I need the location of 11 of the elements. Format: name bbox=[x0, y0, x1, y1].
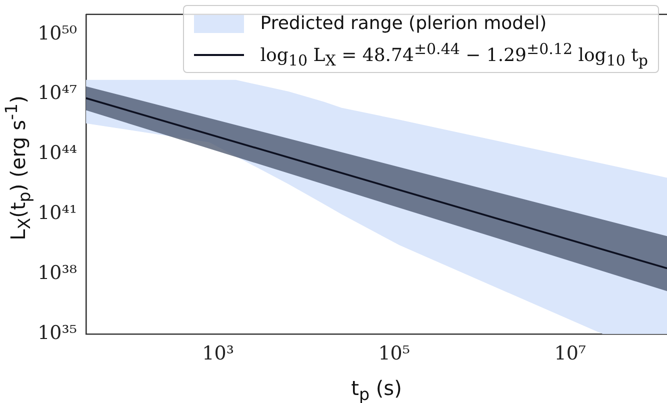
y-tick-label: 10⁴¹ bbox=[38, 202, 77, 224]
x-tick-label: 10³ bbox=[202, 342, 234, 364]
x-tick-label: 10⁷ bbox=[554, 342, 586, 364]
y-tick-label: 10⁴⁴ bbox=[38, 142, 78, 164]
y-tick-label: 10³⁸ bbox=[38, 262, 78, 284]
legend: Predicted range (plerion model) log$_{10}$ L$_{X}$ = 48.74$^{±0.44}$ − 1.29$^{±0.12}$ log$_{10}$ t$_{p}$ bbox=[183, 5, 659, 73]
y-tick-label: 10³⁵ bbox=[38, 322, 77, 344]
y-tick-label: 10⁵⁰ bbox=[38, 22, 78, 44]
y-tick-label: 10⁴⁷ bbox=[38, 82, 78, 104]
x-tick-label: 10⁵ bbox=[378, 342, 410, 364]
legend-label: Predicted range (plerion model) bbox=[260, 12, 547, 34]
